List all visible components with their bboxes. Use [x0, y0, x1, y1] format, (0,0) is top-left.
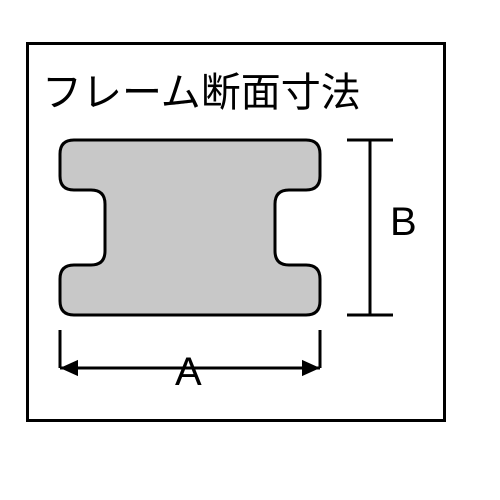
dimension-label-b: B: [390, 200, 417, 245]
dimension-label-a: A: [175, 350, 202, 395]
diagram-svg: [0, 0, 500, 500]
